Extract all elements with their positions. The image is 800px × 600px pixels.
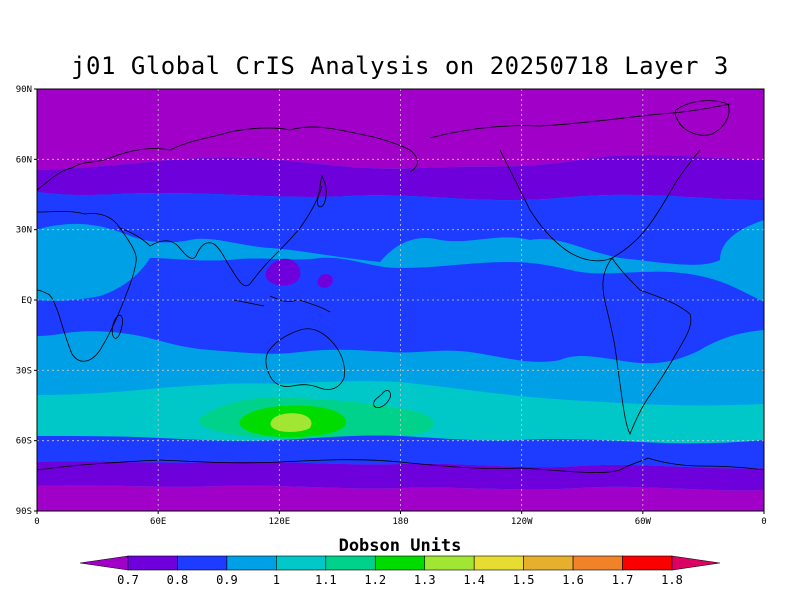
colorbar-label: 1: [273, 573, 280, 587]
colorbar-bin: [523, 555, 574, 571]
colorbar-bin: [177, 555, 228, 571]
colorbar-bin: [127, 555, 178, 571]
longitude-axis: 0 60E 120E 180 120W 60W 0: [34, 511, 767, 527]
colorbar-bin-low: [79, 555, 129, 571]
coast-greenland: [674, 100, 730, 136]
graticule: [37, 89, 764, 511]
lon-tick-label: 60E: [150, 517, 166, 527]
lon-tick-label: 0: [761, 517, 766, 527]
lon-tick-label: 180: [392, 517, 408, 527]
colorbar-bin: [276, 555, 327, 571]
colorbar-bin: [572, 555, 623, 571]
colorbar-bin-high: [671, 555, 721, 571]
colorbar-label: 0.8: [167, 573, 189, 587]
coastlines: [37, 100, 764, 473]
field-band-north-blue: [37, 192, 764, 265]
lat-tick-label: EQ: [21, 296, 32, 306]
colorbar-label: 1.7: [612, 573, 634, 587]
colorbar-label: 0.9: [216, 573, 238, 587]
colorbar-title: Dobson Units: [338, 536, 462, 556]
colorbar-bin: [473, 555, 524, 571]
colorbar-label: 1.2: [364, 573, 386, 587]
coast-south-america: [602, 257, 692, 435]
field-band-south-purple: [37, 485, 764, 511]
coast-new-zealand: [373, 390, 391, 408]
lat-tick-label: 30N: [16, 226, 32, 236]
colorbar-bin: [325, 555, 376, 571]
field-band-south-blue: [37, 435, 764, 469]
lat-tick-label: 60N: [16, 155, 32, 165]
colorbar-label: 1.6: [562, 573, 584, 587]
colorbar-label: 1.4: [463, 573, 485, 587]
colorbar-label: 1.5: [513, 573, 535, 587]
coast-eurasia: [37, 126, 418, 191]
coast-australia: [265, 328, 345, 390]
field-band-north-violet: [37, 155, 764, 201]
colorbar-label: 1.3: [414, 573, 436, 587]
colorbar-label: 0.7: [117, 573, 139, 587]
latitude-axis: 90N 60N 30N EQ 30S 60S 90S: [16, 85, 37, 517]
coast-south-asia: [119, 185, 323, 287]
colorbar-bin: [622, 555, 673, 571]
colorbar-bin: [226, 555, 277, 571]
field-blob-philippines: [265, 258, 301, 286]
colorbar: 0.7 0.8 0.9 1 1.1 1.2 1.3 1.4 1.5 1.6 1.7 1.8: [79, 555, 721, 587]
colorbar-bin: [374, 555, 426, 571]
coast-madagascar: [111, 314, 123, 339]
lat-tick-label: 30S: [16, 366, 32, 376]
coast-indonesia: [233, 295, 331, 313]
field-blob-pacific: [317, 274, 333, 288]
lon-tick-label: 60W: [635, 517, 652, 527]
lon-tick-label: 0: [34, 517, 39, 527]
lon-tick-label: 120E: [268, 517, 290, 527]
coast-japan: [317, 174, 327, 208]
colorbar-label: 1.1: [315, 573, 337, 587]
field-band-south-yellowgreen: [270, 413, 312, 432]
coast-antarctica: [37, 457, 764, 473]
colorbar-bin: [424, 555, 475, 571]
lat-tick-label: 90S: [16, 507, 32, 517]
lat-tick-label: 90N: [16, 85, 32, 95]
lat-tick-label: 60S: [16, 437, 32, 447]
colorbar-label: 1.8: [661, 573, 683, 587]
map-title: j01 Global CrIS Analysis on 20250718 Lay…: [71, 52, 729, 80]
lon-tick-label: 120W: [511, 517, 533, 527]
